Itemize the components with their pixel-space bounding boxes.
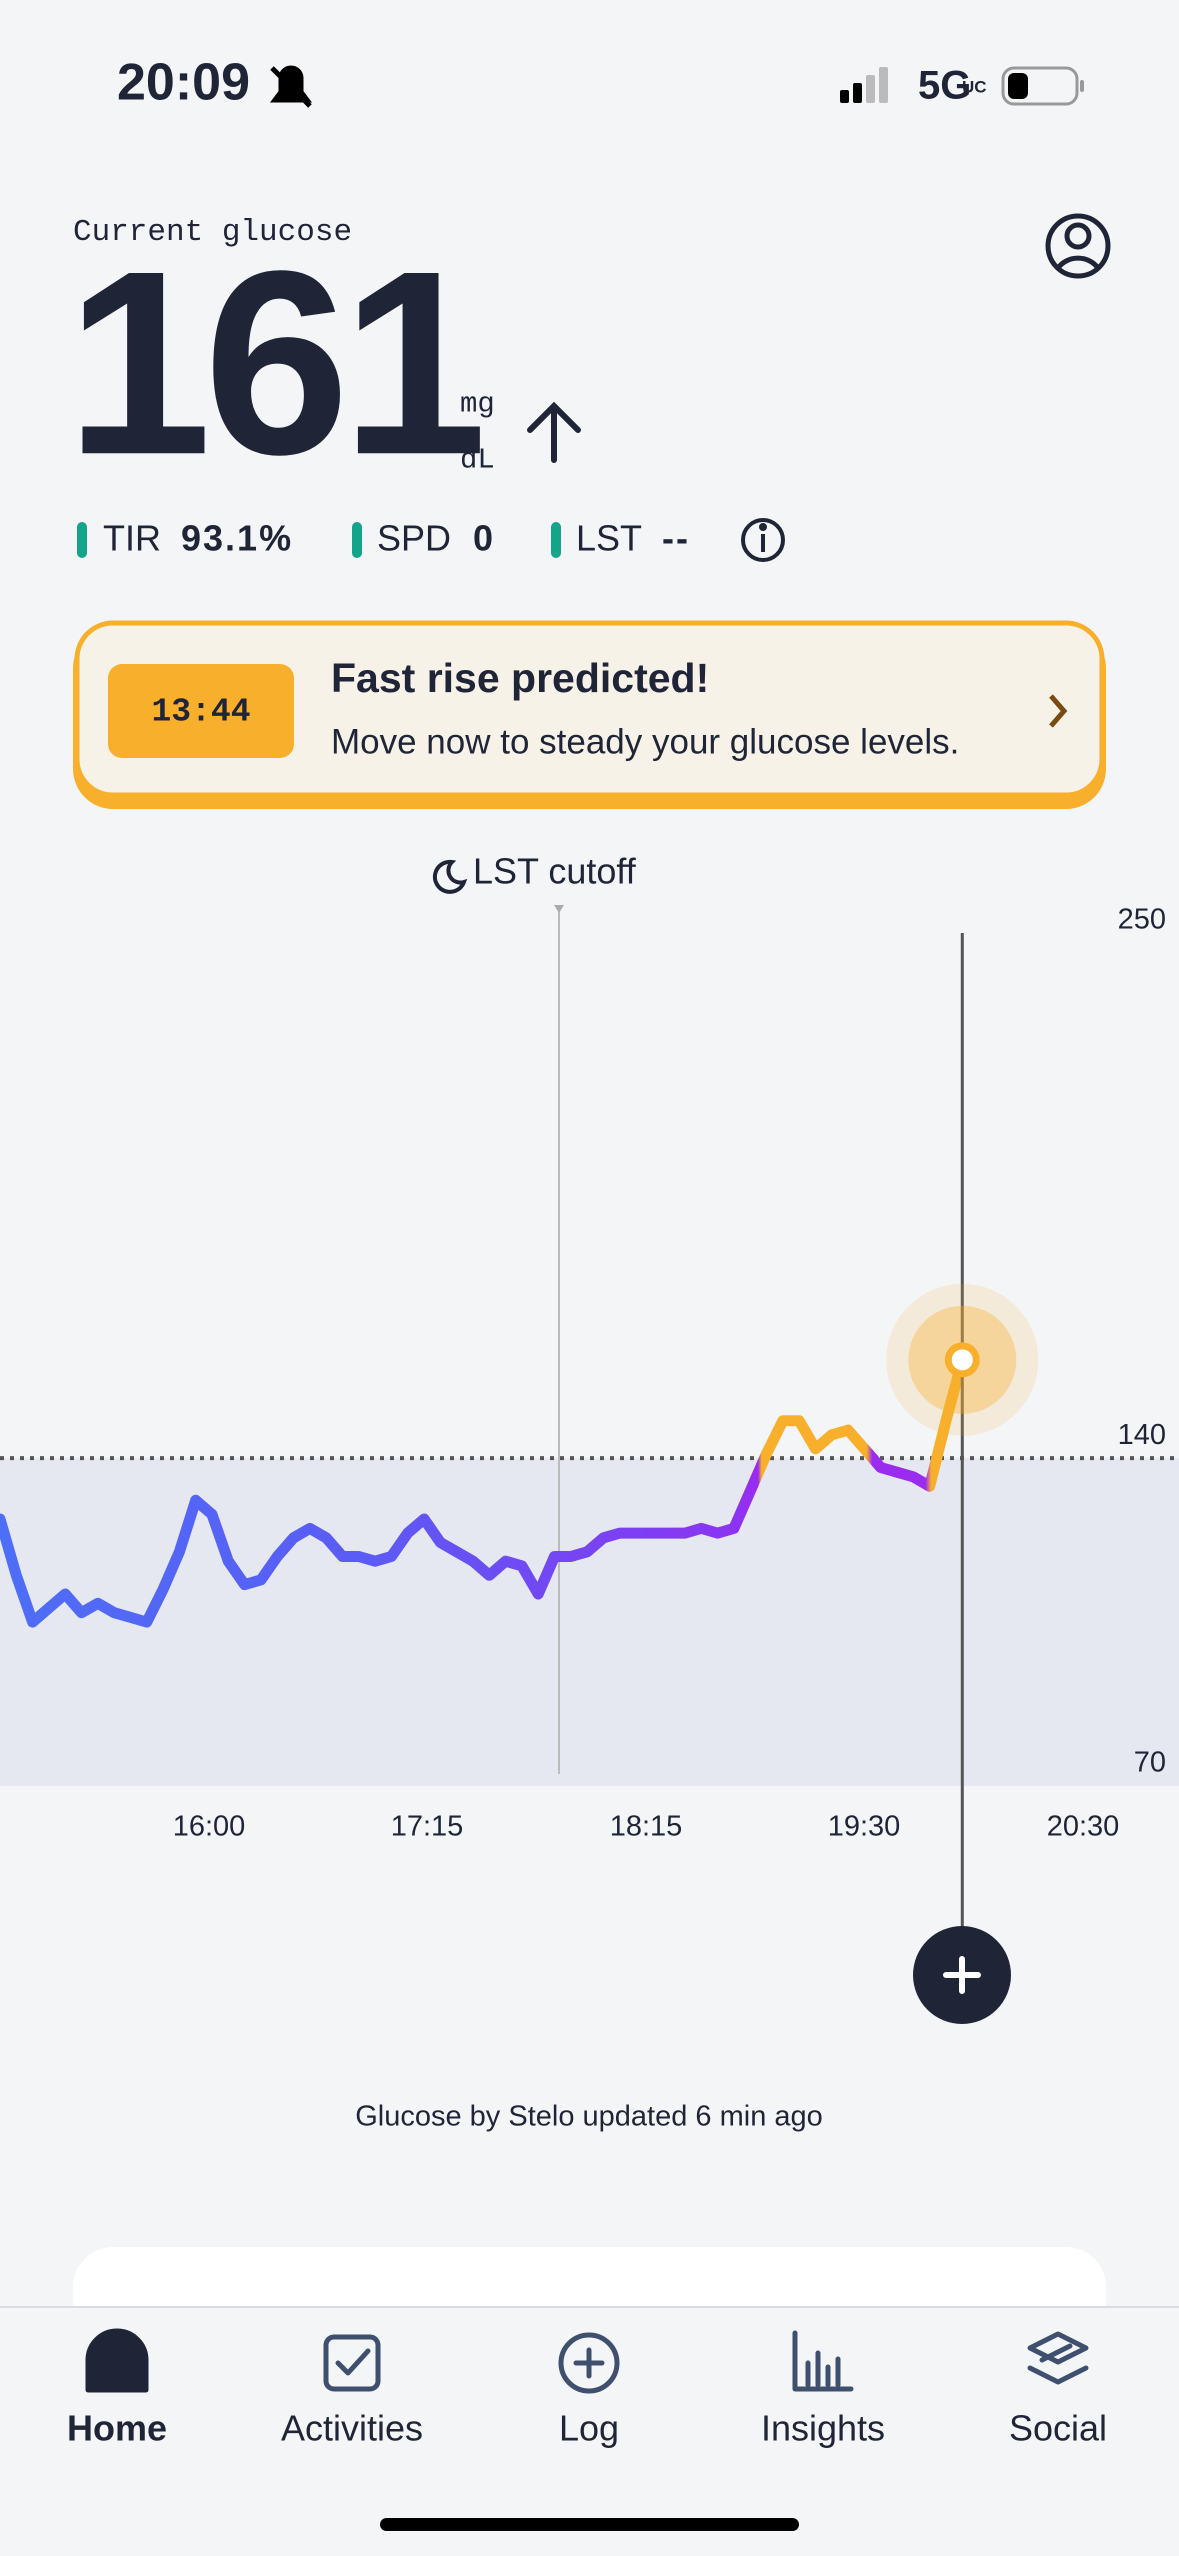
- info-icon[interactable]: [741, 518, 785, 562]
- stat-indicator: [352, 522, 362, 558]
- trend-arrow: [527, 401, 581, 463]
- stat-name: LST: [576, 518, 642, 559]
- y-tick-label: 70: [1134, 1747, 1166, 1779]
- x-tick-label: 19:30: [828, 1811, 901, 1843]
- tab-label[interactable]: Activities: [281, 2408, 423, 2449]
- footer-note: Glucose by Stelo updated 6 min ago: [355, 2101, 823, 2133]
- target-range: [0, 1458, 1179, 1786]
- stat-indicator: [551, 522, 561, 558]
- stat-indicator: [77, 522, 87, 558]
- alert-timer: 13:44: [151, 694, 250, 731]
- unit-bottom: dL: [460, 444, 495, 477]
- current-point: [944, 1342, 980, 1378]
- glucose-value: 161: [66, 216, 481, 509]
- plus-icon: [943, 1956, 981, 1994]
- stat-value: 0: [473, 518, 495, 559]
- network: 5G: [918, 64, 971, 108]
- activities-icon: [323, 2334, 381, 2392]
- chevron: [1049, 694, 1068, 728]
- x-tick-label: 16:00: [173, 1811, 246, 1843]
- moon-icon: [432, 859, 468, 894]
- x-tick-label: 20:30: [1047, 1811, 1120, 1843]
- tab-label[interactable]: Log: [559, 2408, 619, 2449]
- stat-value: 93.1%: [181, 518, 293, 559]
- network-suffix: UC: [962, 77, 987, 96]
- social-icon: [1027, 2331, 1089, 2385]
- signal-icon: [840, 67, 888, 103]
- lst-cutoff-label: LST cutoff: [473, 851, 637, 892]
- x-tick-label: 17:15: [391, 1811, 464, 1843]
- insights-icon: [792, 2330, 854, 2392]
- stat-name: SPD: [377, 518, 451, 559]
- alert-message: Move now to steady your glucose levels.: [331, 722, 959, 761]
- glucose-label: Current glucose: [73, 215, 352, 250]
- x-tick-label: 18:15: [610, 1811, 683, 1843]
- glucose-line: [0, 1354, 968, 1628]
- y-tick-label: 250: [1118, 904, 1166, 936]
- tab-label[interactable]: Insights: [761, 2408, 885, 2449]
- y-tick-label: 140: [1118, 1419, 1166, 1451]
- stat-name: TIR: [103, 518, 161, 559]
- alert-banner[interactable]: 13:44 Fast rise predicted! Move now to s…: [73, 620, 1106, 809]
- tab-label[interactable]: Home: [67, 2408, 167, 2449]
- tab-label[interactable]: Social: [1009, 2408, 1107, 2449]
- unit-top: mg: [460, 388, 495, 421]
- profile-icon[interactable]: [1045, 213, 1111, 279]
- battery-icon: [1001, 66, 1084, 106]
- log-icon: [558, 2332, 620, 2394]
- home-icon: [85, 2328, 149, 2393]
- stat-value: --: [662, 518, 690, 559]
- cutoff-marker: [554, 905, 564, 913]
- alert-title: Fast rise predicted!: [331, 655, 709, 701]
- home-indicator: [380, 2518, 799, 2531]
- bell-slash-icon: [270, 65, 312, 108]
- clock: 20:09: [117, 54, 250, 112]
